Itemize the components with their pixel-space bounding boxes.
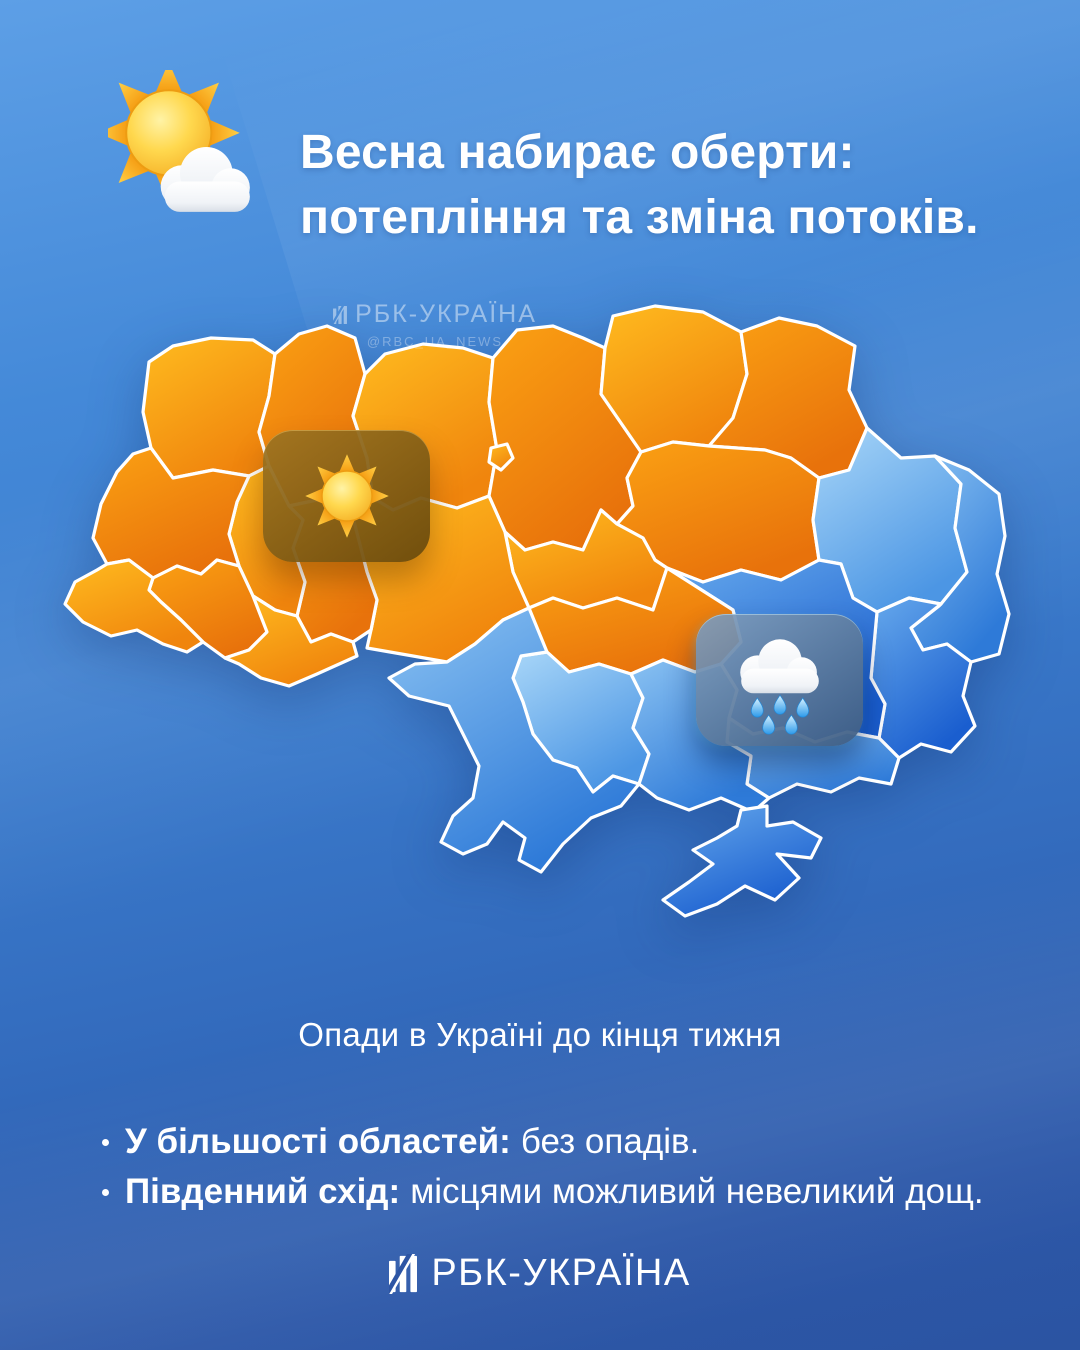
footer-logo: РБК-УКРАЇНА [0, 1252, 1080, 1295]
sun-behind-cloud-icon [108, 70, 250, 212]
bullet-text: У більшості областей: без опадів. [125, 1117, 699, 1167]
bullet-lead: У більшості областей: [125, 1122, 511, 1161]
rainy-weather-badge [696, 614, 863, 746]
bullet-dot-icon [102, 1139, 109, 1146]
map-caption: Опади в Україні до кінця тижня [298, 1016, 782, 1053]
rbc-logo-icon [389, 1253, 418, 1294]
rbc-logo-icon-watermark [333, 305, 348, 324]
bullet-rest: місцями можливий невеликий дощ. [410, 1172, 984, 1211]
region-kyiv-city [487, 442, 515, 472]
region-volyn [141, 336, 277, 480]
watermark: РБК-УКРАЇНА @RBC_UA_NEWS [330, 300, 540, 349]
list-item: У більшості областей: без опадів. [102, 1117, 984, 1167]
sunny-weather-badge [263, 430, 430, 562]
watermark-brand: РБК-УКРАЇНА [355, 300, 537, 328]
footer-brand: РБК-УКРАЇНА [431, 1252, 691, 1294]
ukraine-map [63, 304, 1011, 918]
bullet-rest: без опадів. [520, 1122, 700, 1161]
watermark-handle: @RBC_UA_NEWS [366, 334, 504, 349]
page-title: Весна набирає оберти: потепління та змін… [300, 120, 1040, 250]
title-line-2: потепління та зміна потоків. [300, 191, 979, 245]
region-crimea [661, 804, 823, 918]
bullet-text: Південний схід: місцями можливий невелики… [125, 1167, 984, 1217]
region-odesa [387, 606, 641, 874]
rain-cloud-icon [739, 639, 819, 735]
bullet-dot-icon [102, 1189, 109, 1196]
bullet-list: У більшості областей: без опадів. Південн… [102, 1117, 984, 1217]
region-zakarpattia [63, 558, 205, 654]
bullet-lead: Південний схід: [125, 1172, 401, 1211]
sun-icon [297, 446, 397, 546]
list-item: Південний схід: місцями можливий невелики… [102, 1167, 984, 1217]
region-chernivtsi [223, 594, 359, 688]
title-line-1: Весна набирає оберти: [300, 126, 855, 180]
